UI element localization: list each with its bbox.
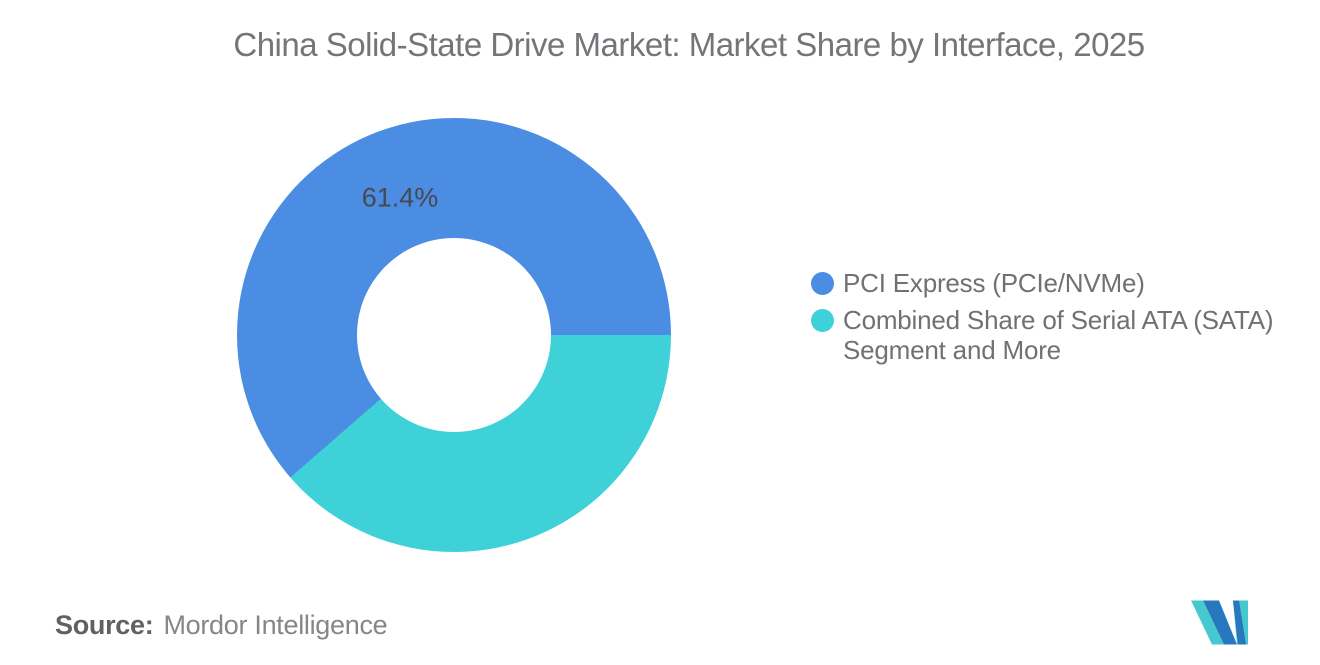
source-label: Source: [55,610,154,640]
source-note: Source: Mordor Intelligence [55,610,388,641]
donut-hole [357,238,551,432]
legend-label-sata: Combined Share of Serial ATA (SATA) Segm… [843,305,1274,365]
legend-marker-pcie [811,272,834,295]
pie-slice-data-label: 61.4% [361,182,439,213]
logo-m-icon [1191,600,1248,645]
legend-label-pcie: PCI Express (PCIe/NVMe) [843,268,1145,298]
legend: PCI Express (PCIe/NVMe) Combined Share o… [811,268,1274,372]
source-value: Mordor Intelligence [163,610,388,640]
mordor-intelligence-logo [1191,600,1248,645]
chart-title: China Solid-State Drive Market: Market S… [233,26,1145,63]
donut-chart[interactable]: 61.4% [237,118,671,552]
legend-marker-sata [811,309,834,332]
legend-item-pcie[interactable]: PCI Express (PCIe/NVMe) [811,268,1273,298]
legend-item-sata[interactable]: Combined Share of Serial ATA (SATA) Segm… [811,305,1274,365]
